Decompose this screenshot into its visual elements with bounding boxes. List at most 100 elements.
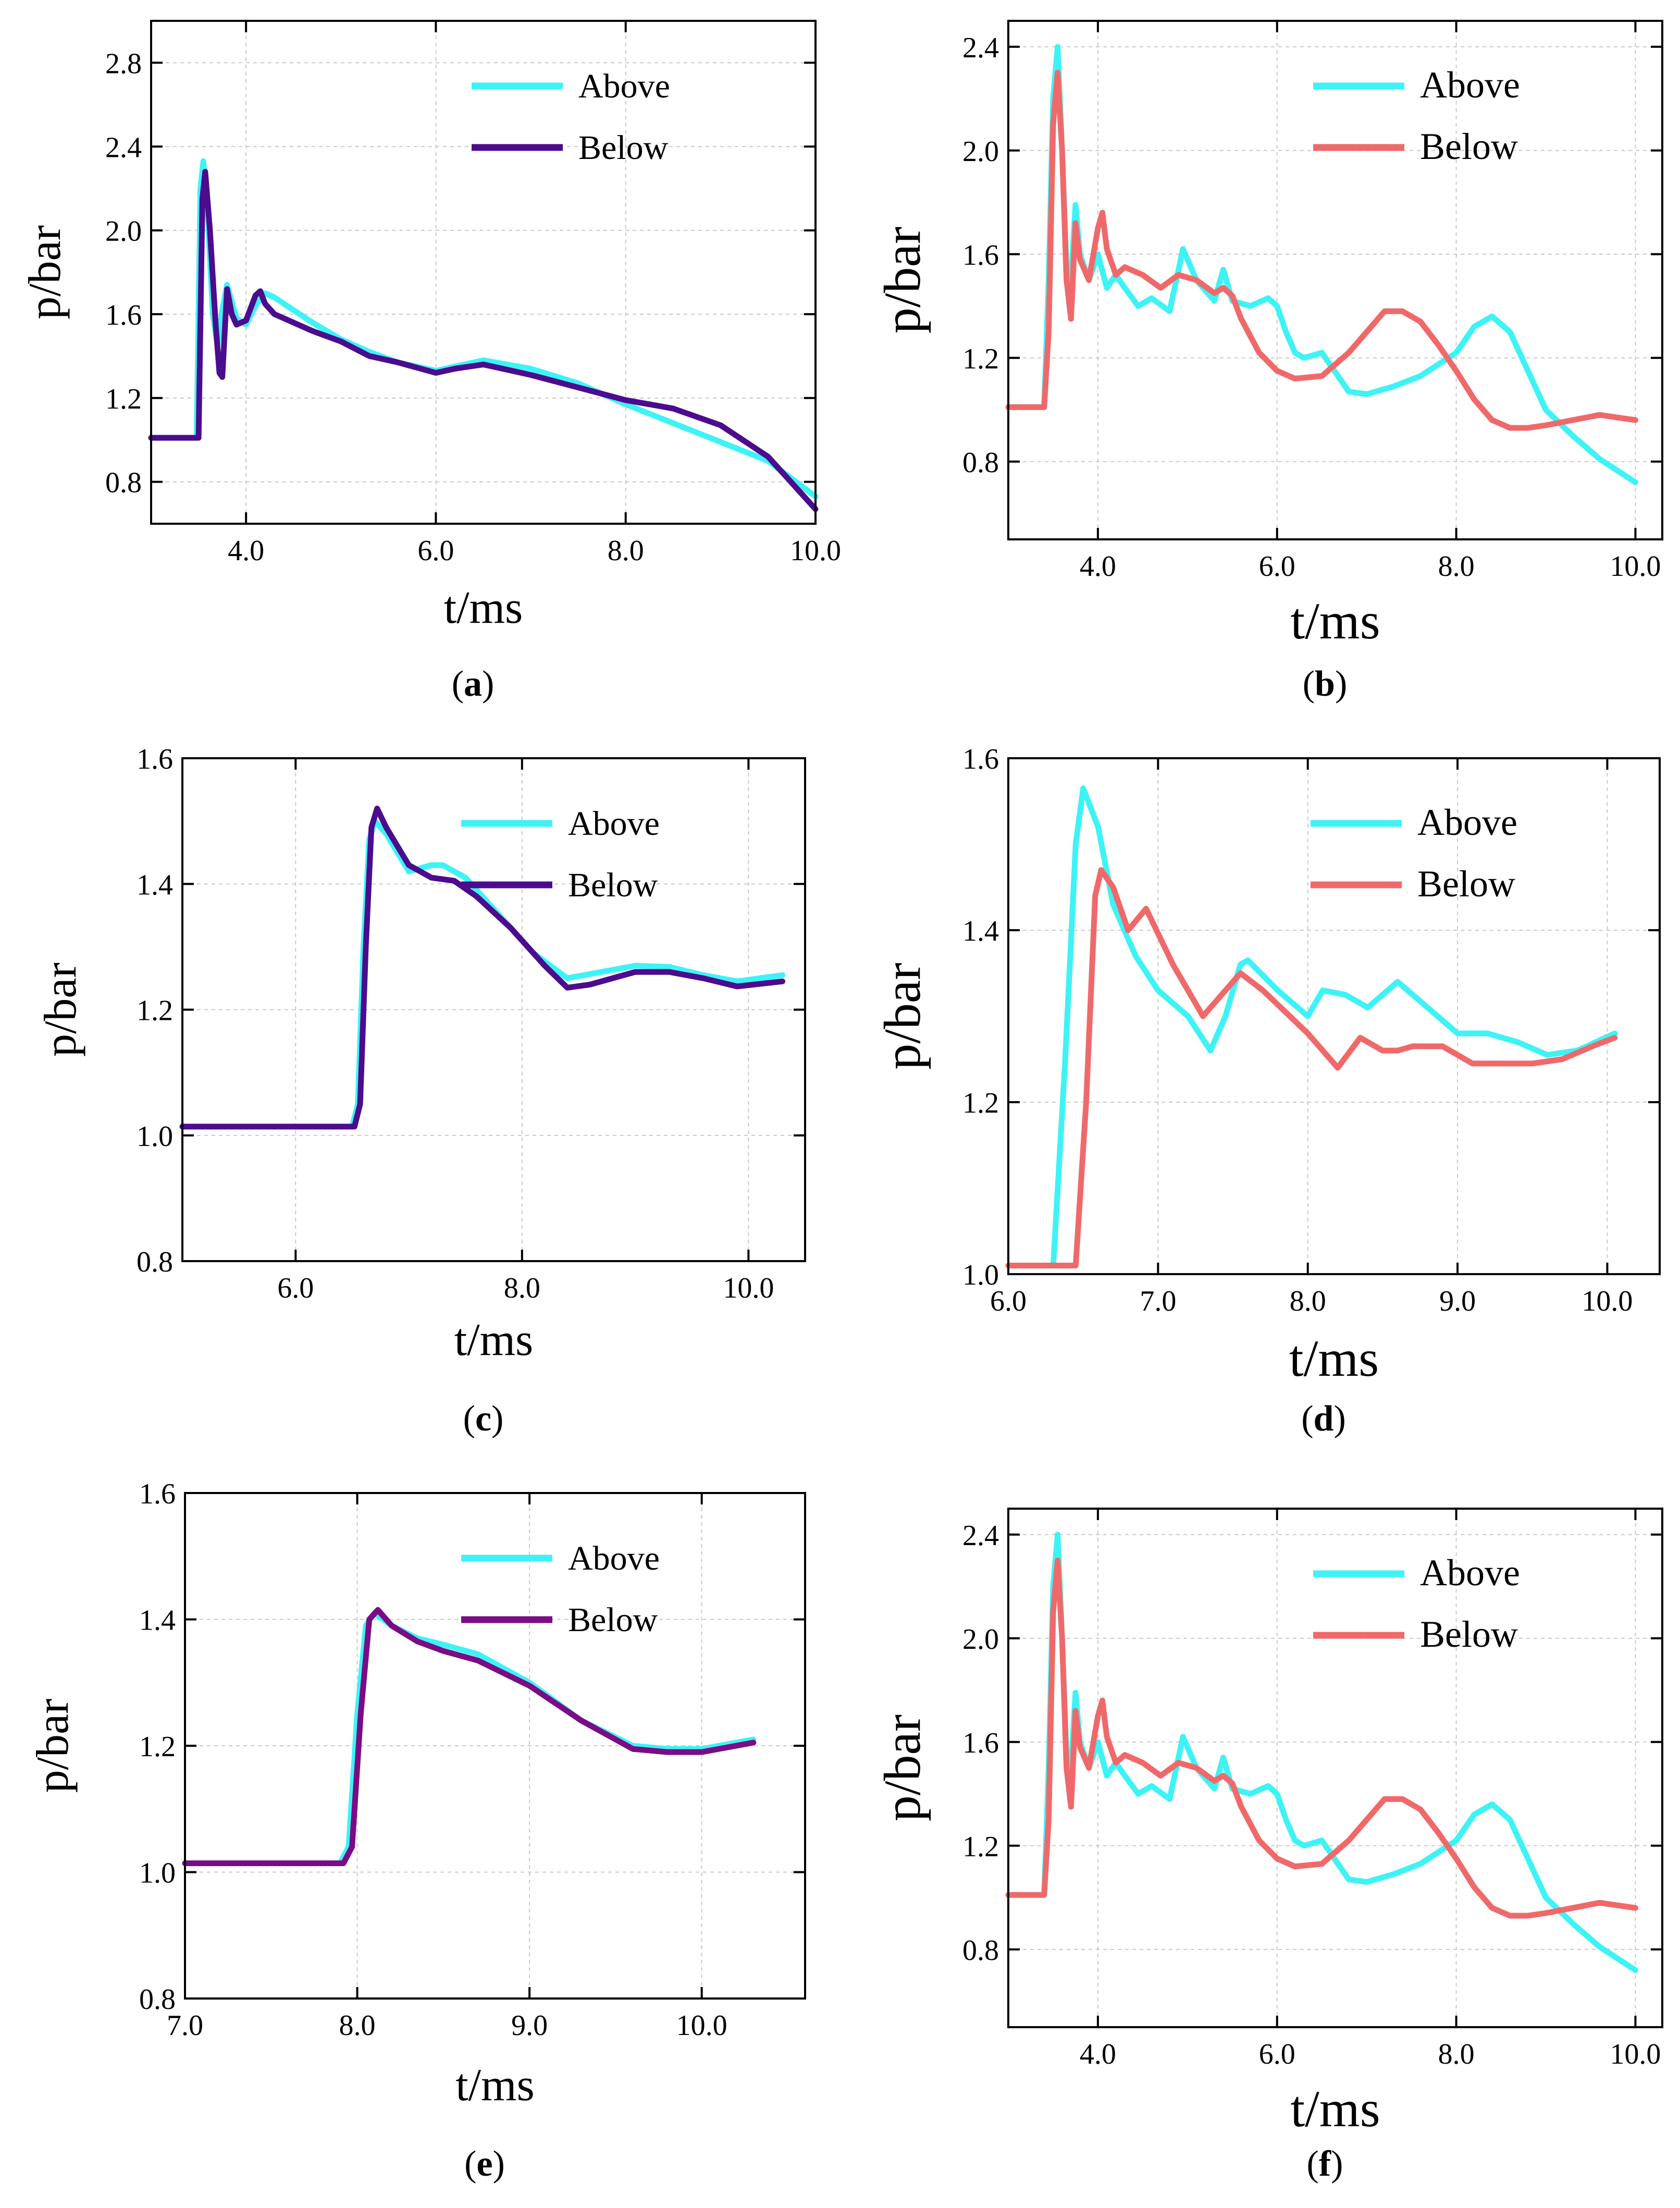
panel-e: 7.0 8.0 9.0 10.0 0.8 1.0 1.2 1.4 1.6 t/ms p/bar Abo… (28, 1478, 806, 2184)
y-tick-label: 1.6 (962, 239, 999, 272)
x-tick-label: 7.0 (167, 2009, 203, 2042)
y-tick-label: 1.2 (962, 1087, 999, 1119)
x-tick-label: 6.0 (1259, 550, 1295, 583)
x-tick-label: 6.0 (417, 535, 454, 567)
y-tick-label: 0.8 (139, 1983, 176, 2016)
panel-a: 4.0 6.0 8.0 10.0 0.8 1.2 1.6 2.0 2.4 2.8 t/ms p/bar… (20, 20, 841, 704)
y-tick-label: 1.6 (137, 743, 173, 775)
y-tick-label: 0.8 (962, 447, 999, 479)
series-line-below (182, 1607, 757, 1866)
y-tick-label: 2.0 (962, 135, 999, 168)
x-tick-label: 10.0 (676, 2009, 727, 2042)
y-tick-label: 2.0 (105, 215, 142, 248)
plot-frame (181, 757, 806, 1262)
y-tick-label: 1.6 (962, 743, 999, 775)
legend-label-below: Below (578, 129, 669, 167)
panel-caption: (d) (1301, 1399, 1346, 1439)
y-tick-label: 1.0 (139, 1857, 176, 1890)
y-axis-label: p/bar (873, 963, 931, 1069)
panel-b: 4.0 6.0 8.0 10.0 0.8 1.2 1.6 2.0 2.4 t/ms p/bar Abo… (873, 20, 1663, 704)
x-tick-label: 4.0 (1080, 550, 1116, 583)
x-tick-label: 4.0 (228, 535, 264, 567)
series-line-above (182, 1610, 757, 1866)
x-tick-label: 8.0 (1438, 550, 1475, 583)
legend-label-above: Above (1420, 64, 1520, 106)
y-tick-label: 1.0 (962, 1259, 999, 1291)
y-tick-label: 1.4 (962, 915, 999, 947)
legend-label-below: Below (1417, 863, 1515, 905)
series-line-below (148, 169, 819, 512)
plot-frame (150, 20, 817, 525)
x-tick-label: 8.0 (504, 1272, 540, 1304)
legend-label-above: Above (568, 805, 660, 843)
y-axis-label: p/bar (20, 225, 70, 319)
y-axis-label: p/bar (873, 227, 931, 334)
x-tick-label: 10.0 (1610, 2038, 1661, 2070)
y-tick-label: 2.4 (962, 32, 999, 64)
x-tick-label: 6.0 (277, 1272, 314, 1304)
legend-label-above: Above (578, 67, 670, 105)
y-tick-label: 1.6 (139, 1478, 176, 1510)
y-tick-label: 1.2 (105, 383, 142, 415)
panel-f: 4.0 6.0 8.0 10.0 0.8 1.2 1.6 2.0 2.4 t/ms p/bar Abo… (873, 1508, 1663, 2184)
x-tick-label: 4.0 (1080, 2038, 1116, 2070)
x-axis-label: t/ms (455, 2060, 535, 2111)
x-tick-label: 10.0 (723, 1272, 774, 1304)
legend-label-above: Above (1417, 801, 1517, 843)
plot-frame (1007, 757, 1661, 1275)
series-line-above (1005, 785, 1618, 1268)
x-axis-label: t/ms (454, 1315, 534, 1365)
y-tick-label: 1.4 (139, 1605, 176, 1637)
series-line-below (1005, 867, 1618, 1268)
y-tick-label: 2.8 (105, 47, 142, 80)
x-tick-label: 6.0 (990, 1285, 1027, 1317)
y-tick-label: 1.2 (962, 1831, 999, 1863)
y-axis-label: p/bar (35, 963, 86, 1057)
panel-caption: (c) (463, 1399, 504, 1439)
series-line-below (179, 806, 785, 1130)
y-tick-label: 0.8 (962, 1934, 999, 1967)
y-tick-label: 0.8 (137, 1246, 173, 1278)
series-line-above (1005, 44, 1638, 485)
y-tick-label: 1.4 (137, 869, 173, 901)
panel-caption: (e) (464, 2144, 505, 2184)
y-tick-label: 1.6 (105, 299, 142, 331)
legend-label-below: Below (568, 866, 658, 904)
plot-frame (1007, 1508, 1663, 2028)
series-line-below (1005, 70, 1638, 431)
series-line-below (1005, 1558, 1638, 1919)
legend-label-above: Above (1420, 1552, 1520, 1594)
series-line-above (148, 158, 819, 500)
x-tick-label: 8.0 (1438, 2038, 1475, 2070)
panel-caption: (b) (1303, 664, 1348, 704)
legend-label-below: Below (1420, 1613, 1518, 1655)
x-tick-label: 10.0 (1610, 550, 1661, 583)
x-tick-label: 8.0 (1290, 1285, 1326, 1317)
y-tick-label: 1.2 (962, 343, 999, 375)
y-tick-label: 1.6 (962, 1727, 999, 1759)
legend-label-above: Above (568, 1539, 660, 1577)
y-tick-label: 1.2 (139, 1731, 176, 1763)
panel-caption: (f) (1307, 2144, 1343, 2184)
x-tick-label: 6.0 (1259, 2038, 1295, 2070)
y-axis-label: p/bar (873, 1714, 931, 1821)
series-line-above (1005, 1532, 1638, 1973)
y-tick-label: 2.0 (962, 1623, 999, 1656)
x-axis-label: t/ms (1290, 592, 1380, 650)
legend-label-below: Below (568, 1601, 658, 1639)
y-tick-label: 2.4 (962, 1520, 999, 1552)
x-axis-label: t/ms (1289, 1329, 1379, 1387)
x-tick-label: 8.0 (339, 2009, 376, 2042)
x-axis-label: t/ms (1290, 2080, 1380, 2138)
x-tick-label: 10.0 (790, 535, 841, 567)
x-tick-label: 8.0 (608, 535, 644, 567)
legend-label-below: Below (1420, 126, 1518, 167)
panel-d: 6.0 7.0 8.0 9.0 10.0 1.0 1.2 1.4 1.6 t/ms p/bar Abo… (873, 743, 1661, 1439)
x-tick-label: 9.0 (511, 2009, 548, 2042)
y-axis-label: p/bar (28, 1699, 78, 1793)
x-axis-label: t/ms (444, 583, 523, 633)
panel-c: 6.0 8.0 10.0 0.8 1.0 1.2 1.4 1.6 t/ms p/bar Above B… (35, 743, 806, 1439)
plot-frame (1007, 20, 1663, 540)
y-tick-label: 2.4 (105, 131, 142, 164)
